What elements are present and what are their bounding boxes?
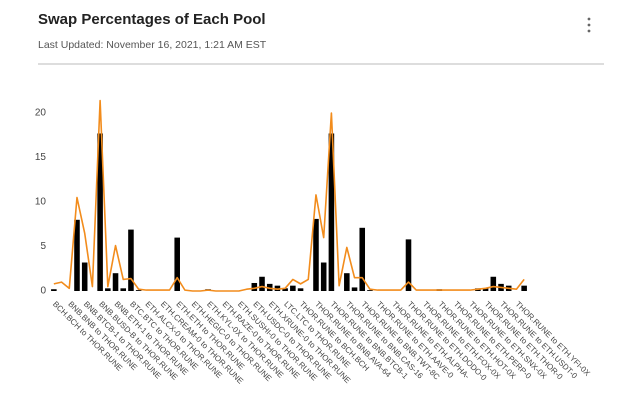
chart-subtitle: Last Updated: November 16, 2021, 1:21 AM… — [38, 39, 267, 51]
bar — [351, 287, 358, 291]
bar — [297, 288, 304, 291]
y-tick-label: 5 — [40, 241, 46, 252]
bar — [112, 273, 119, 291]
more-menu[interactable] — [587, 17, 591, 33]
bar — [128, 229, 134, 291]
line — [53, 99, 525, 292]
bar — [174, 237, 180, 291]
bar — [266, 283, 273, 291]
y-tick-label: 20 — [35, 108, 47, 119]
bar — [367, 290, 373, 291]
chart-title: Swap Percentages of Each Pool — [38, 11, 266, 28]
bar — [97, 133, 103, 291]
y-tick-label: 0 — [40, 286, 46, 297]
bar — [74, 219, 80, 291]
bar — [274, 285, 281, 291]
bar — [313, 218, 319, 291]
bar — [521, 285, 527, 291]
bar — [120, 288, 127, 291]
bar — [259, 276, 265, 291]
bar — [490, 276, 497, 291]
bar — [105, 288, 111, 291]
bar — [135, 290, 142, 291]
bar — [482, 288, 489, 291]
bar — [359, 227, 366, 291]
y-tick-label: 15 — [35, 152, 47, 163]
bar — [81, 262, 88, 291]
bar — [328, 133, 335, 291]
bar — [290, 285, 296, 291]
bar — [344, 273, 350, 291]
bar — [405, 239, 412, 291]
bar — [320, 262, 327, 291]
bar — [251, 282, 258, 291]
bar — [282, 288, 288, 291]
y-tick-label: 10 — [35, 197, 47, 208]
bar — [51, 289, 57, 291]
